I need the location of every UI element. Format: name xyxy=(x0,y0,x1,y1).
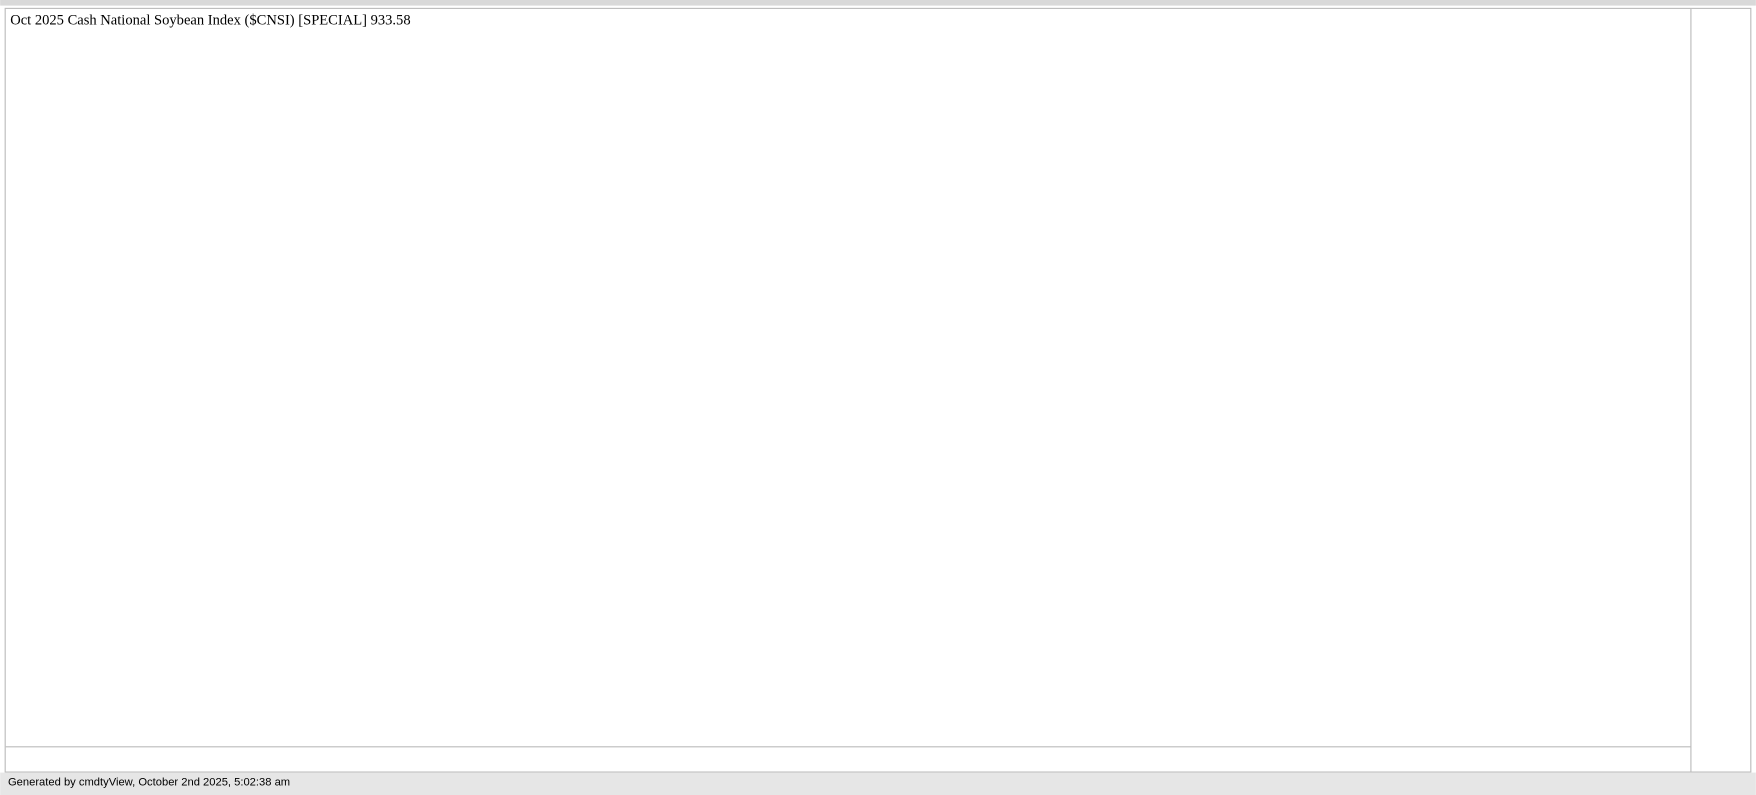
footer-bar xyxy=(0,772,1756,795)
top-bar xyxy=(0,0,1756,6)
footer: Generated by cmdtyView, October 2nd 2025… xyxy=(8,777,290,789)
chart-title: Oct 2025 Cash National Soybean Index ($C… xyxy=(10,13,410,29)
frame xyxy=(4,7,1752,773)
